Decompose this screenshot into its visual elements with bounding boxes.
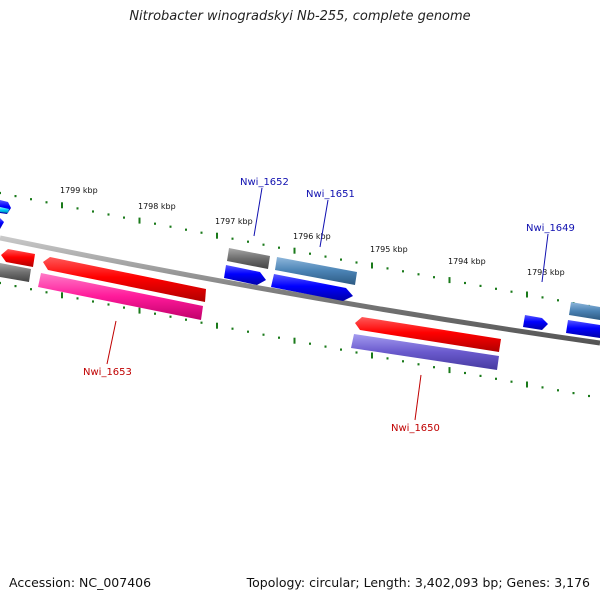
gene-nwi-1653-gene[interactable] bbox=[38, 273, 203, 320]
label-leader-line bbox=[319, 199, 329, 248]
genome-title: Nitrobacter winogradskyi Nb-255, complet… bbox=[129, 9, 471, 24]
tick-ring-inner bbox=[0, 281, 590, 398]
tick-ring-outer bbox=[0, 191, 590, 308]
gene-nwi-1652-cds[interactable] bbox=[224, 265, 266, 285]
tick-label: 1795 kbp bbox=[370, 245, 408, 254]
tick-label: 1796 kbp bbox=[293, 232, 331, 241]
gene-nwi-1649-cds[interactable] bbox=[523, 315, 548, 330]
gene-feature-partial[interactable] bbox=[569, 302, 600, 320]
gene-nwi-1650-cds[interactable] bbox=[355, 317, 501, 352]
gene-nwi-1650-gene[interactable] bbox=[351, 334, 499, 370]
gene-feature-partial[interactable] bbox=[0, 218, 4, 229]
gene-feature-partial[interactable] bbox=[0, 263, 31, 282]
gene-nwi-1651-gene[interactable] bbox=[275, 257, 357, 285]
gene-label-nwi-1649[interactable]: Nwi_1649 bbox=[526, 223, 575, 234]
label-leader-line bbox=[106, 320, 117, 365]
gene-feature-partial[interactable] bbox=[566, 320, 600, 338]
accession-text: Accession: NC_007406 bbox=[9, 575, 152, 590]
gene-feature-partial[interactable] bbox=[1, 249, 35, 267]
gene-feature-partial[interactable] bbox=[0, 207, 9, 213]
gene-nwi-1652-gene[interactable] bbox=[227, 248, 270, 269]
gene-nwi-1653-cds[interactable] bbox=[43, 257, 206, 302]
gene-label-nwi-1653[interactable]: Nwi_1653 bbox=[83, 367, 132, 378]
label-leader-line bbox=[414, 374, 422, 421]
tick-label: 1794 kbp bbox=[448, 257, 486, 266]
genome-summary-text: Topology: circular; Length: 3,402,093 bp… bbox=[246, 575, 590, 590]
tick-label: 1793 kbp bbox=[527, 268, 565, 277]
tick-label: 1799 kbp bbox=[60, 186, 98, 195]
gene-label-nwi-1650[interactable]: Nwi_1650 bbox=[391, 423, 440, 434]
label-leader-line bbox=[253, 187, 263, 237]
label-leader-line bbox=[541, 233, 549, 283]
gene-label-nwi-1652[interactable]: Nwi_1652 bbox=[240, 177, 289, 188]
tick-label: 1797 kbp bbox=[215, 217, 253, 226]
tick-label: 1798 kbp bbox=[138, 202, 176, 211]
genome-backbone bbox=[0, 235, 600, 346]
gene-nwi-1651-cds[interactable] bbox=[271, 274, 353, 301]
gene-label-nwi-1651[interactable]: Nwi_1651 bbox=[306, 189, 355, 200]
